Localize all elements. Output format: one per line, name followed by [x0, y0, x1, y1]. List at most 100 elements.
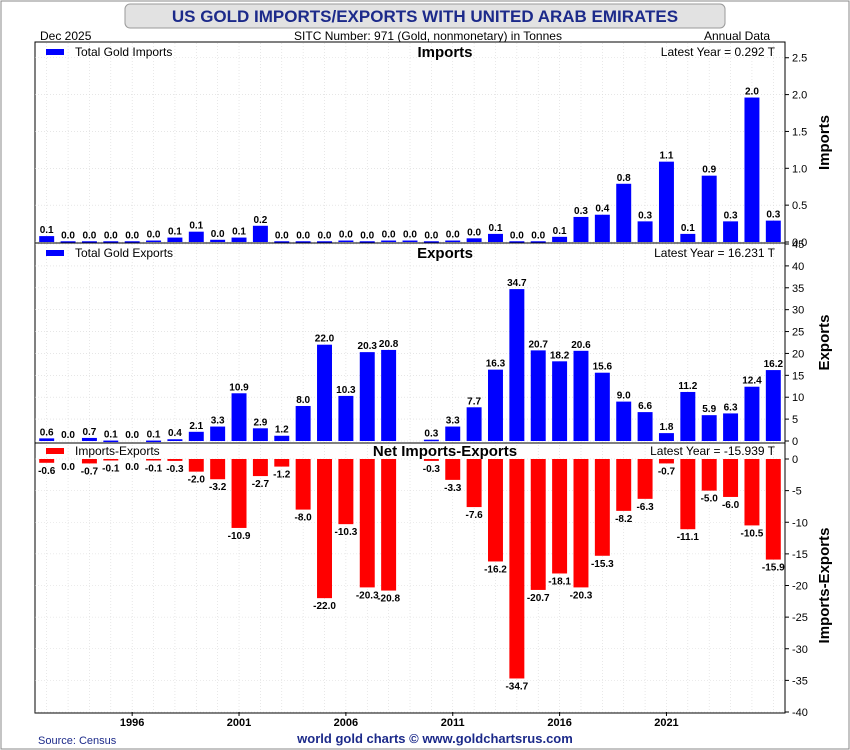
exports-value-label: 5.9 — [702, 404, 716, 415]
net-value-label: -15.9 — [762, 563, 785, 574]
y-tick-label: -15 — [792, 549, 808, 561]
imports-value-label: 0.0 — [61, 230, 75, 241]
exports-value-label: 0.7 — [82, 427, 96, 438]
imports-value-label: 0.0 — [403, 230, 417, 241]
imports-value-label: 0.0 — [382, 230, 396, 241]
imports-value-label: 0.1 — [489, 223, 503, 234]
exports-bar — [744, 386, 760, 441]
net-bar — [509, 459, 525, 679]
net-value-label: -3.2 — [209, 482, 227, 493]
imports-bar — [701, 175, 717, 242]
net-value-label: -8.0 — [295, 513, 313, 524]
net-bar — [103, 459, 119, 461]
exports-value-label: 6.6 — [638, 401, 652, 412]
imports-bar — [616, 183, 632, 242]
y-axis-label: Imports-Exports — [816, 528, 833, 644]
net-value-label: -0.3 — [423, 464, 441, 475]
exports-value-label: 1.8 — [660, 422, 674, 433]
exports-bar — [167, 439, 183, 441]
imports-value-label: 0.8 — [617, 173, 631, 184]
net-value-label: -0.6 — [38, 466, 56, 477]
exports-bar — [701, 415, 717, 441]
y-axis-label: Imports — [816, 115, 833, 170]
legend-label: Imports-Exports — [75, 444, 160, 458]
exports-bar — [680, 391, 696, 441]
exports-value-label: 15.6 — [593, 362, 613, 373]
y-tick-label: 0.5 — [792, 200, 807, 212]
imports-value-label: 0.4 — [595, 204, 609, 215]
net-value-label: -0.7 — [658, 466, 676, 477]
exports-bar — [295, 405, 311, 441]
exports-value-label: 2.9 — [253, 417, 267, 428]
panel-title: Imports — [417, 44, 472, 61]
exports-bar — [530, 350, 546, 441]
net-bar — [423, 459, 439, 461]
y-tick-label: 5 — [792, 414, 798, 426]
net-value-label: -11.1 — [677, 532, 700, 543]
imports-value-label: 0.0 — [275, 230, 289, 241]
net-value-label: -20.3 — [570, 590, 593, 601]
imports-value-label: 0.0 — [339, 230, 353, 241]
exports-bar — [637, 412, 653, 441]
imports-bar — [188, 231, 204, 242]
imports-bar — [381, 240, 397, 243]
imports-value-label: 1.1 — [660, 151, 674, 162]
net-value-label: -3.3 — [444, 483, 462, 494]
imports-bar — [317, 241, 332, 243]
imports-value-label: 0.0 — [296, 230, 310, 241]
net-bar — [701, 459, 717, 491]
net-bar — [680, 459, 696, 530]
net-bar — [231, 459, 247, 528]
imports-bar — [146, 240, 162, 243]
imports-value-label: 0.1 — [232, 227, 246, 238]
imports-value-label: 0.2 — [253, 215, 267, 226]
net-value-label: -22.0 — [313, 601, 336, 612]
net-bar — [466, 459, 482, 508]
y-tick-label: -40 — [792, 707, 808, 719]
exports-bar — [594, 372, 610, 441]
net-value-label: -34.7 — [505, 681, 528, 692]
latest-year-label: Latest Year = 16.231 T — [654, 246, 776, 260]
x-tick-label: 2016 — [547, 717, 571, 729]
net-value-label: -6.3 — [636, 502, 654, 513]
net-bar — [39, 459, 55, 463]
exports-value-label: 2.1 — [189, 421, 203, 432]
imports-bar — [295, 241, 311, 243]
net-bar — [488, 459, 503, 562]
imports-bar — [402, 240, 418, 243]
net-value-label: -20.3 — [356, 590, 379, 601]
exports-bar — [423, 439, 439, 442]
exports-value-label: 3.3 — [446, 416, 460, 427]
legend-swatch — [46, 448, 64, 454]
y-tick-label: 1.5 — [792, 126, 807, 138]
net-bar — [274, 459, 290, 467]
x-tick-label: 2021 — [654, 717, 678, 729]
panel-title: Exports — [417, 245, 473, 262]
x-tick-label: 2006 — [334, 717, 358, 729]
imports-bar — [658, 161, 674, 242]
exports-bar — [188, 431, 204, 441]
imports-bar — [210, 239, 226, 242]
legend-swatch — [46, 250, 64, 256]
exports-bar — [252, 428, 268, 441]
y-tick-label: 0.0 — [792, 237, 807, 249]
x-tick-label: 1996 — [120, 717, 144, 729]
net-bar — [616, 459, 632, 511]
net-bar — [594, 459, 610, 556]
exports-value-label: 34.7 — [507, 278, 527, 289]
imports-bar — [103, 241, 119, 243]
exports-bar — [231, 393, 247, 441]
y-tick-label: 1.0 — [792, 163, 807, 175]
net-bar — [146, 459, 162, 461]
net-bar — [765, 459, 781, 560]
imports-bar — [765, 220, 781, 242]
net-bar — [637, 459, 653, 499]
net-value-label: -20.8 — [377, 594, 400, 605]
imports-bar — [359, 241, 375, 243]
exports-bar — [103, 440, 119, 443]
imports-value-label: 0.9 — [702, 165, 716, 176]
imports-bar — [81, 241, 97, 243]
net-value-label: -0.3 — [166, 464, 184, 475]
exports-value-label: 0.6 — [40, 427, 54, 438]
